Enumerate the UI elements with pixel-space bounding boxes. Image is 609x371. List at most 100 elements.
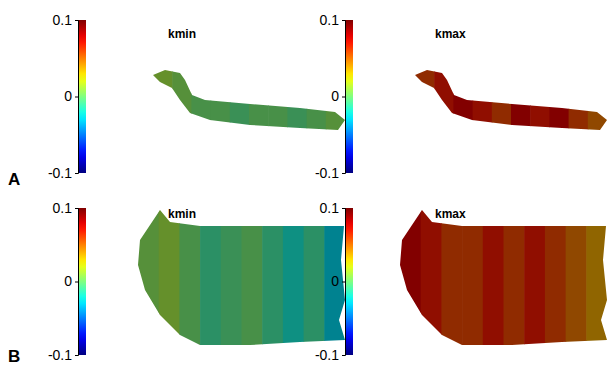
tick-mark — [75, 282, 78, 283]
surface-cell — [221, 210, 242, 345]
colorbar — [78, 208, 86, 355]
tick-mark — [342, 173, 345, 174]
surface-cell — [415, 70, 435, 130]
colorbar-line — [342, 209, 346, 356]
surface-cell — [504, 210, 525, 345]
colorbar — [78, 20, 86, 173]
tick: 0.1 — [320, 12, 345, 28]
colorbar-line — [75, 209, 79, 356]
surface-cell — [421, 210, 442, 345]
surface-cell — [304, 210, 325, 345]
colorbar — [345, 208, 353, 355]
tick: -0.1 — [48, 347, 78, 363]
surface-cell — [307, 70, 327, 130]
panel-0: Akmin -0.1 0 0.1 — [8, 12, 346, 189]
panel-1: kmax -0.1 0 0.1 — [315, 12, 608, 181]
surface-cell — [287, 70, 307, 130]
surface-cell — [586, 210, 607, 345]
tick: 0 — [331, 88, 345, 104]
surface-cell — [549, 70, 569, 130]
surface-cell — [179, 210, 200, 345]
surface-cell — [324, 210, 345, 345]
surface-cell — [262, 210, 283, 345]
tick-label: 0 — [331, 88, 339, 104]
tick-mark — [342, 355, 345, 356]
tick-label: -0.1 — [48, 347, 72, 363]
panel-label: B — [8, 347, 20, 366]
surface-cell — [569, 70, 589, 130]
surface-cell — [566, 210, 587, 345]
surface-cell — [242, 210, 263, 345]
surface-cell — [200, 210, 221, 345]
surface-cell — [249, 70, 269, 130]
surface-cell — [492, 70, 512, 130]
surface-cell — [524, 210, 545, 345]
tick: 0 — [64, 273, 78, 289]
surface-cell — [462, 210, 483, 345]
surface-cell — [400, 210, 421, 345]
title: kmin — [168, 27, 196, 41]
colorbar-axis: -0.1 0 0.1 — [48, 12, 79, 181]
surface-cell — [434, 70, 454, 130]
tick-label: 0 — [64, 88, 72, 104]
tick: 0 — [331, 273, 345, 289]
panel-2: Bkmin -0.1 0 0.1 — [8, 200, 346, 366]
tick-label: -0.1 — [48, 165, 72, 181]
colorbar-line — [342, 21, 346, 174]
surface-cell — [283, 210, 304, 345]
colorbar — [345, 20, 353, 173]
tick-label: 0 — [331, 273, 339, 289]
title: kmax — [435, 207, 466, 221]
surface-cell — [172, 70, 192, 130]
surface-cell — [230, 70, 250, 130]
tick-mark — [75, 173, 78, 174]
figure: Akmin-0.100.1kmax-0.100.1Bkmin-0.100.1km… — [0, 0, 609, 371]
surface-cell — [153, 70, 173, 130]
surface — [415, 70, 608, 130]
title: kmin — [168, 207, 196, 221]
tick-mark — [75, 20, 78, 21]
surface-cell — [530, 70, 550, 130]
colorbar-axis: -0.1 0 0.1 — [315, 200, 346, 363]
tick-mark — [75, 97, 78, 98]
tick: 0 — [64, 88, 78, 104]
tick-mark — [342, 208, 345, 209]
surface-cell — [441, 210, 462, 345]
surface — [138, 210, 346, 345]
tick-label: 0.1 — [320, 200, 340, 216]
colorbar-axis: -0.1 0 0.1 — [315, 12, 346, 181]
tick-label: -0.1 — [315, 165, 339, 181]
surface-cell — [159, 210, 180, 345]
tick-label: -0.1 — [315, 347, 339, 363]
tick-mark — [75, 208, 78, 209]
surface-cell — [453, 70, 473, 130]
tick-label: 0.1 — [320, 12, 340, 28]
surface-cell — [473, 70, 493, 130]
tick-mark — [342, 97, 345, 98]
surface-cell — [545, 210, 566, 345]
surface-cell — [483, 210, 504, 345]
surface-cell — [326, 70, 346, 130]
tick-mark — [342, 20, 345, 21]
tick-label: 0.1 — [53, 12, 73, 28]
tick-mark — [342, 282, 345, 283]
tick: -0.1 — [315, 347, 345, 363]
title: kmax — [435, 27, 466, 41]
tick: -0.1 — [315, 165, 345, 181]
surface-cell — [511, 70, 531, 130]
tick: 0.1 — [53, 200, 78, 216]
surface — [153, 70, 346, 130]
tick: 0.1 — [53, 12, 78, 28]
tick-label: 0.1 — [53, 200, 73, 216]
colorbar-axis: -0.1 0 0.1 — [48, 200, 79, 363]
surface-cell — [268, 70, 288, 130]
surface-cell — [191, 70, 211, 130]
colorbar-line — [75, 21, 79, 174]
tick-label: 0 — [64, 273, 72, 289]
panel-3: kmax -0.1 0 0.1 — [315, 200, 608, 363]
panel-label: A — [8, 170, 20, 189]
tick-mark — [75, 355, 78, 356]
tick: -0.1 — [48, 165, 78, 181]
surface-cell — [138, 210, 159, 345]
surface-cell — [211, 70, 231, 130]
